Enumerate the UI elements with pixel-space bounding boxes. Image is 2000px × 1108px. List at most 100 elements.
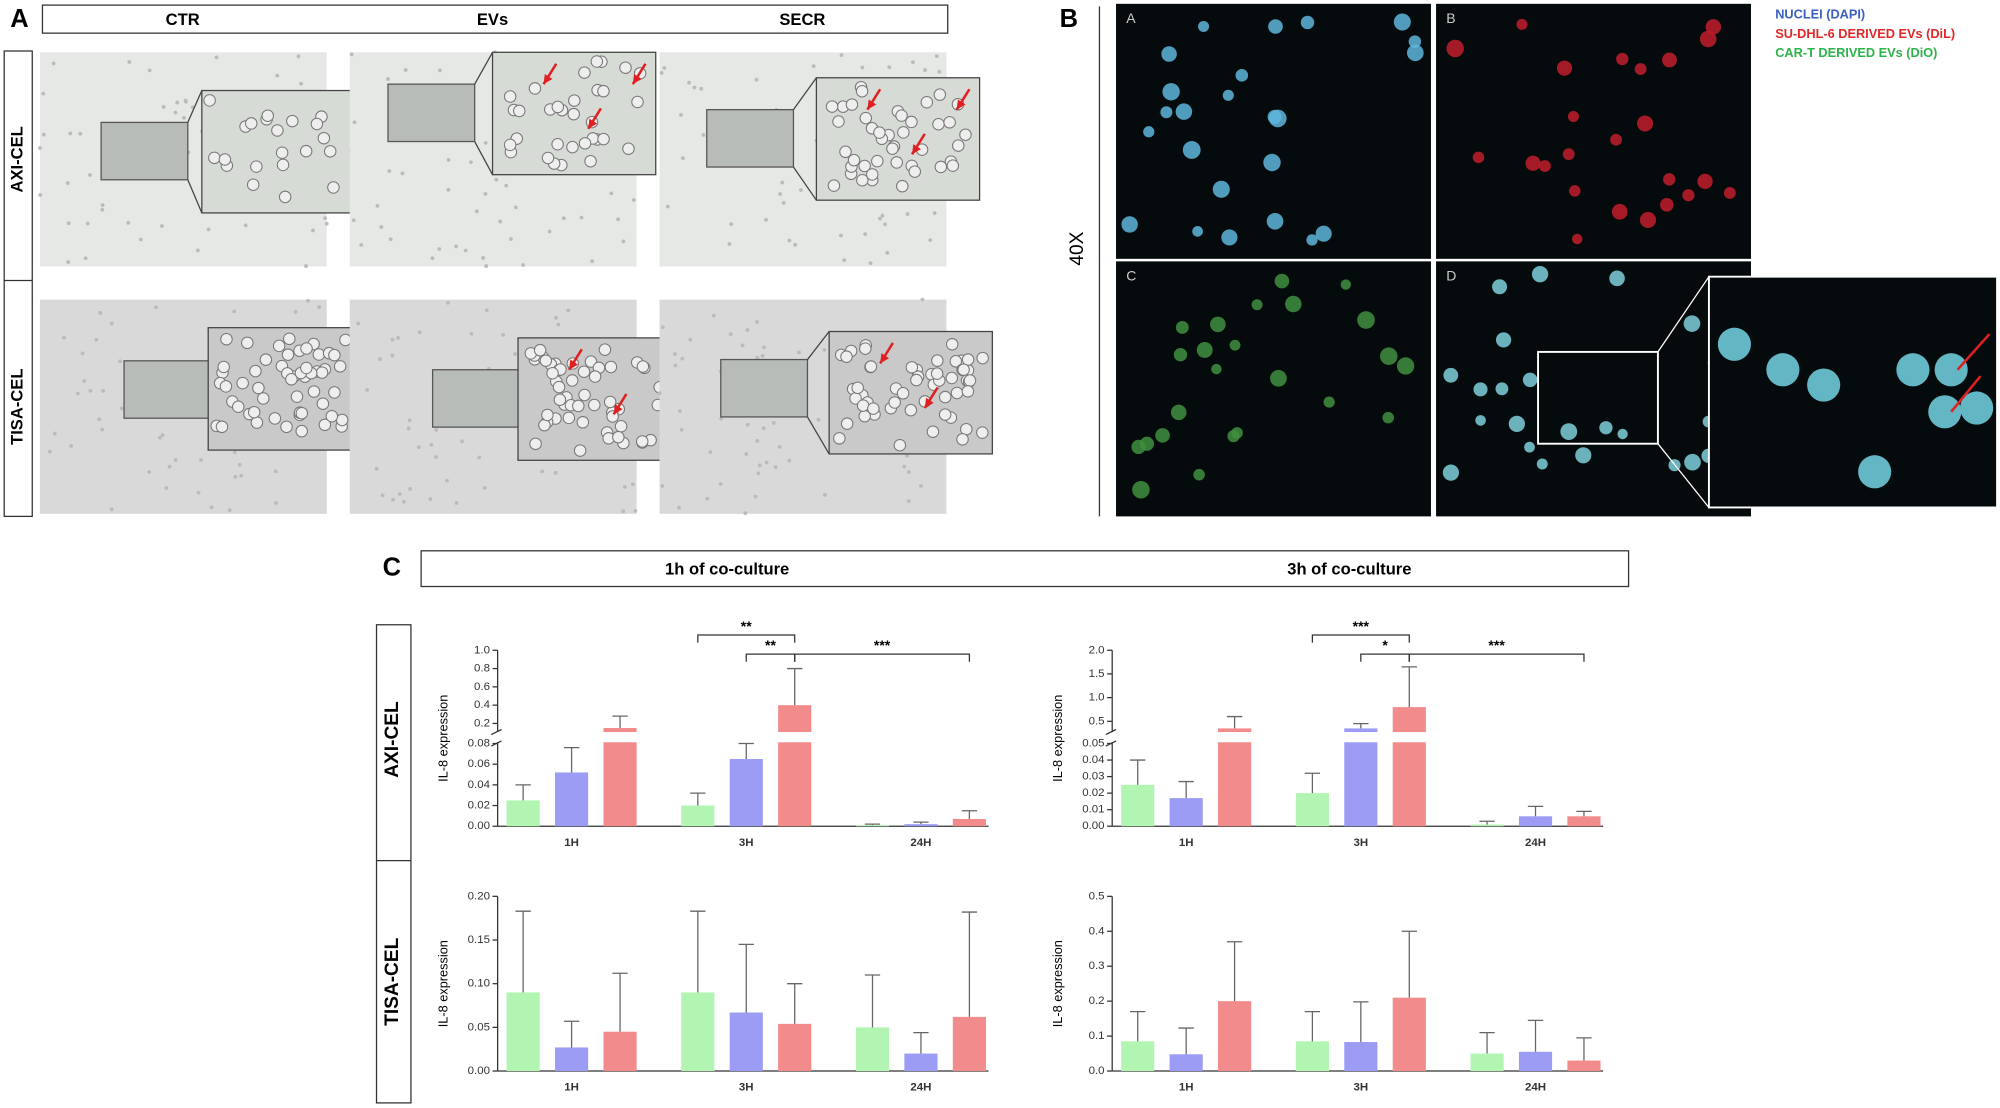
cell	[833, 432, 846, 445]
cell	[556, 322, 561, 327]
zoom	[815, 77, 981, 201]
cell	[109, 507, 114, 512]
cell	[780, 180, 785, 185]
cell	[692, 85, 697, 90]
cell	[401, 499, 406, 504]
nucleus	[1266, 212, 1284, 230]
nucleus	[1609, 270, 1625, 287]
bar	[681, 992, 715, 1072]
cell	[311, 228, 315, 233]
significance-bracket	[794, 653, 971, 662]
break-mark	[490, 728, 502, 747]
cell	[445, 478, 449, 483]
cell	[406, 426, 411, 431]
cell	[445, 300, 450, 305]
cell	[533, 343, 547, 357]
cell	[845, 98, 859, 111]
cell	[949, 355, 963, 368]
y-tick-label: 0.06	[468, 758, 490, 770]
nucleus	[1617, 428, 1628, 440]
cell	[933, 88, 947, 101]
cell	[541, 408, 554, 422]
cell	[68, 131, 73, 136]
error-bar	[864, 974, 881, 1028]
cell	[214, 55, 219, 60]
error-bar	[1479, 1031, 1495, 1054]
cell	[227, 508, 232, 513]
cell	[388, 237, 393, 242]
row-label: TISA-CEL	[382, 937, 403, 1025]
cell	[552, 380, 566, 394]
cell	[945, 338, 959, 351]
cell	[233, 474, 238, 479]
inset	[720, 358, 809, 418]
arrow-head	[912, 144, 921, 155]
cell	[339, 333, 352, 347]
nucleus	[1560, 423, 1578, 440]
nucleus	[1143, 126, 1155, 138]
x-tick-label: 3H	[739, 837, 754, 849]
cell	[446, 187, 451, 192]
cell	[660, 325, 665, 330]
cell	[249, 364, 262, 378]
cell	[324, 221, 329, 226]
significance-bracket	[1311, 634, 1410, 643]
cell	[100, 203, 105, 208]
nucleus	[1475, 415, 1486, 426]
cell	[553, 393, 567, 406]
cell	[484, 264, 489, 268]
cell	[932, 117, 945, 131]
y-tick-label: 0.10	[468, 978, 490, 990]
error-bar	[864, 823, 881, 826]
bar	[729, 1012, 763, 1072]
y-tick-label: 0.6	[474, 681, 490, 693]
cell	[501, 332, 506, 337]
cell	[842, 258, 847, 263]
cell	[906, 499, 911, 504]
cell	[562, 411, 576, 425]
cell	[220, 332, 233, 346]
bar	[1344, 1042, 1378, 1072]
y-tick-label: 0.4	[1089, 925, 1106, 937]
cell	[897, 126, 910, 139]
cell	[483, 140, 488, 145]
cell	[622, 484, 627, 489]
cell	[950, 386, 964, 400]
column-header: EVs	[477, 10, 508, 29]
legend-entry: NUCLEI (DAPI)	[1775, 7, 1865, 22]
nucleus	[1396, 357, 1415, 375]
nucleus	[1382, 411, 1394, 424]
x-tick-label: 3H	[1353, 837, 1368, 849]
cell	[247, 405, 261, 419]
cell	[681, 156, 685, 161]
cell	[295, 406, 309, 420]
cell	[598, 343, 612, 356]
cell	[740, 343, 745, 348]
x-tick-label: 24H	[910, 837, 931, 849]
nucleus	[1569, 185, 1581, 197]
inset	[123, 360, 212, 419]
bar	[506, 800, 540, 827]
bar	[1470, 824, 1504, 827]
cell	[38, 193, 43, 197]
cell	[764, 460, 769, 465]
cell	[568, 94, 581, 107]
nucleus	[1211, 363, 1222, 375]
cell	[708, 450, 713, 455]
cell	[243, 223, 248, 228]
cell	[920, 297, 925, 302]
nucleus	[1263, 153, 1281, 172]
cell	[391, 497, 395, 502]
cell	[856, 173, 869, 187]
zoom-lines	[474, 51, 494, 175]
cell	[976, 351, 989, 365]
cell	[946, 159, 960, 172]
nucleus	[1285, 295, 1302, 313]
nucleus	[1660, 198, 1674, 212]
nucleus	[1121, 216, 1138, 233]
cell	[584, 154, 597, 168]
bar	[1121, 1041, 1155, 1072]
cell	[578, 66, 591, 79]
cell	[318, 418, 332, 432]
cell	[662, 65, 667, 70]
